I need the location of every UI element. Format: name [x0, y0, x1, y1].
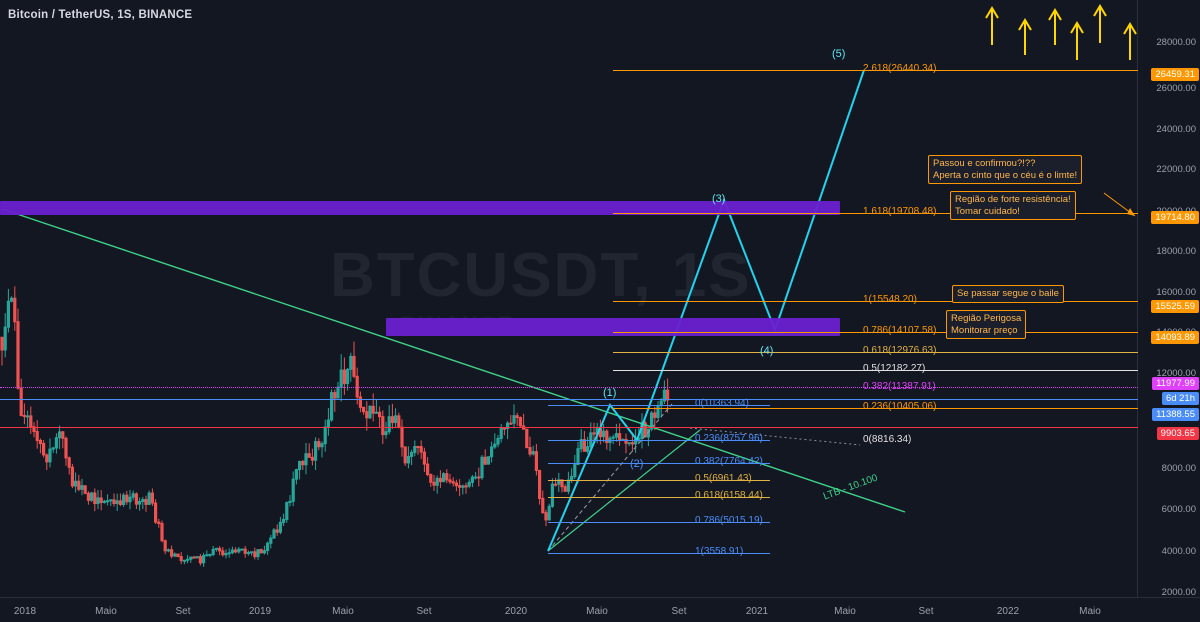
annotation-note-2: Região de forte resistência! Tomar cuida… [950, 191, 1076, 220]
price-tick: 4000.00 [1161, 546, 1196, 557]
fib-line [548, 463, 770, 464]
fib-line [548, 405, 770, 406]
price-tick: 16000.00 [1156, 287, 1196, 298]
fib-label-1618: 1.618(19708.48) [863, 206, 937, 217]
price-tick: 28000.00 [1156, 37, 1196, 48]
price-label-11388: 11388.55 [1152, 408, 1199, 421]
price-label-9903: 9903.65 [1156, 427, 1199, 440]
fib-label-low-05: 0.5(6961.43) [695, 473, 752, 484]
price-label-14093: 14093.89 [1151, 331, 1199, 344]
time-tick: Set [918, 606, 934, 617]
fib-label-low-0236: 0.236(8757.96) [695, 433, 763, 444]
fib-label-0382: 0.382(11387.91) [863, 381, 936, 392]
level-line [613, 301, 1138, 302]
time-tick: Maio [834, 606, 856, 617]
price-label-11977: 11977.99 [1152, 377, 1199, 390]
time-scale[interactable]: 2018 Maio Set 2019 Maio Set 2020 Maio Se… [0, 597, 1200, 622]
price-tick: 6000.00 [1161, 504, 1196, 515]
wave-label-2: (2) [630, 458, 644, 470]
time-tick: Set [175, 606, 191, 617]
level-line [0, 387, 1138, 388]
fib-label-low-0786: 0.786(5015.19) [695, 515, 763, 526]
price-tick: 18000.00 [1156, 246, 1196, 257]
time-tick: 2021 [745, 606, 769, 617]
fib-label-low-0382: 0.382(7764.42) [695, 456, 763, 467]
time-tick: 2018 [13, 606, 37, 617]
time-tick: Maio [1079, 606, 1101, 617]
time-tick: 2022 [996, 606, 1020, 617]
level-line [613, 70, 1138, 71]
fib-label-low-0: 0(10363.94) [695, 398, 749, 409]
fib-label-0236: 0.236(10405.06) [863, 401, 937, 412]
time-tick: Set [416, 606, 432, 617]
fib-label-0618: 0.618(12976.63) [863, 345, 937, 356]
resistance-zone-lower [386, 318, 840, 336]
price-label-26459: 26459.31 [1151, 68, 1199, 81]
annotation-note-1: Passou e confirmou?!?? Aperta o cinto qu… [928, 155, 1083, 184]
fib-label-0: 0(8816.34) [863, 434, 912, 445]
annotation-note-3: Se passar segue o baile [952, 285, 1064, 303]
resistance-zone-upper [0, 201, 840, 215]
price-label-19714: 19714.80 [1151, 211, 1199, 224]
level-line-current-price [0, 427, 1138, 428]
price-tick: 12000.00 [1156, 368, 1196, 379]
fib-line [548, 440, 770, 441]
fib-line [548, 553, 770, 554]
fib-label-low-0618: 0.618(6158.44) [695, 490, 763, 501]
chart-watermark: BTCUSDT, 1S [330, 241, 752, 310]
time-tick: Maio [332, 606, 354, 617]
level-line [613, 352, 1138, 353]
price-tick: 2000.00 [1161, 587, 1196, 598]
fib-label-05: 0.5(12182.27) [863, 363, 926, 374]
level-line-blue [0, 399, 1138, 400]
fib-label-0786: 0.786(14107.58) [863, 325, 937, 336]
time-tick: Maio [95, 606, 117, 617]
countdown-label: 6d 21h [1161, 392, 1199, 405]
wave-label-1: (1) [603, 387, 617, 399]
price-label-15525: 15525.59 [1151, 300, 1199, 313]
price-tick: 26000.00 [1156, 83, 1196, 94]
wave-label-3: (3) [712, 193, 726, 205]
time-tick: Set [671, 606, 687, 617]
time-tick: 2019 [248, 606, 272, 617]
wave-label-5: (5) [832, 48, 846, 60]
level-line [613, 408, 1138, 409]
time-tick: Maio [586, 606, 608, 617]
fib-line [548, 497, 770, 498]
fib-label-low-1: 1(3558.91) [695, 546, 744, 557]
time-tick: 2020 [504, 606, 528, 617]
level-line [613, 332, 1138, 333]
annotation-note-4: Região Perigosa Monitorar preço [946, 310, 1027, 339]
price-tick: 8000.00 [1161, 463, 1196, 474]
chart-canvas [0, 69, 906, 567]
wave-label-4: (4) [760, 345, 774, 357]
fib-line [548, 480, 770, 481]
price-tick: 24000.00 [1156, 124, 1196, 135]
fib-line [548, 522, 770, 523]
fib-label-1: 1(15548.20) [863, 294, 917, 305]
chart-title: Bitcoin / TetherUS, 1S, BINANCE [8, 9, 193, 21]
fib-label-2618: 2.618(26440.34) [863, 63, 937, 74]
price-tick: 22000.00 [1156, 164, 1196, 175]
level-line [613, 370, 1138, 371]
price-scale[interactable]: 28000.00 26000.00 24000.00 22000.00 2000… [1137, 0, 1200, 598]
level-line [613, 213, 1138, 214]
